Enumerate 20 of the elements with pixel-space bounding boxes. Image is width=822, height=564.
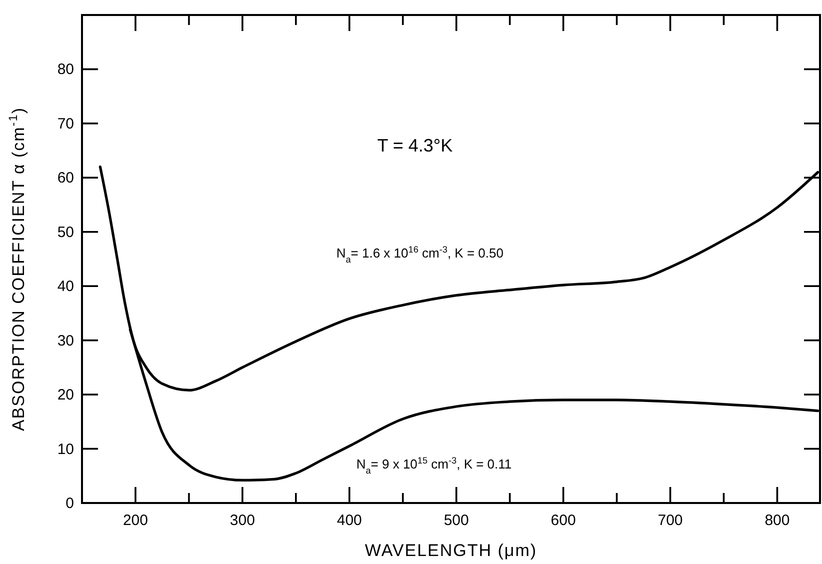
x-tick-label: 300 — [230, 512, 255, 529]
x-tick-label: 200 — [122, 512, 148, 529]
y-tick-label: 60 — [57, 170, 74, 187]
y-tick-label: 80 — [57, 61, 74, 78]
y-tick-label: 50 — [57, 224, 74, 241]
y-tick-label: 10 — [57, 440, 74, 458]
x-tick-label: 700 — [658, 512, 683, 529]
annotation: T = 4.3°K — [377, 136, 453, 156]
x-tick-label: 600 — [550, 512, 576, 529]
y-tick-label: 0 — [66, 495, 74, 512]
x-tick-label: 800 — [764, 512, 790, 529]
y-tick-label: 20 — [57, 386, 74, 404]
x-axis-title: WAVELENGTH (μm) — [364, 541, 538, 560]
y-tick-label: 70 — [57, 115, 74, 132]
y-tick-label: 40 — [57, 278, 74, 296]
series-label: N$_{a}$= 9 x 10$^{15}$ cm$^{-3}$, K = 0.11 — [356, 455, 512, 476]
x-tick-label: 500 — [444, 512, 469, 529]
text: N$_{a}$= 1.6 x 10$^{16}$ cm$^{-3}$, K = 0.50 — [336, 244, 504, 264]
x-tick-label: 400 — [336, 512, 362, 529]
y-tick-label: 30 — [57, 332, 74, 350]
